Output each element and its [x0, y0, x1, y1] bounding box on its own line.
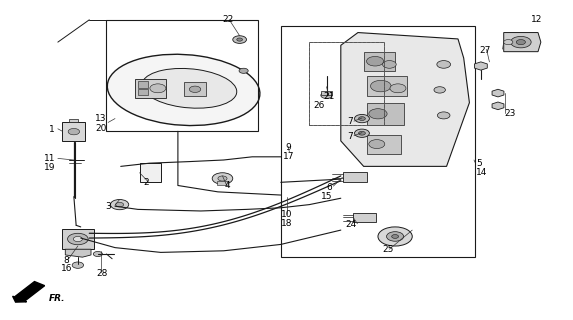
Text: 28: 28 — [97, 268, 108, 278]
Circle shape — [371, 80, 391, 92]
Polygon shape — [492, 89, 504, 97]
Circle shape — [359, 117, 366, 121]
Text: 16: 16 — [61, 264, 72, 273]
Circle shape — [212, 173, 233, 184]
Bar — [309, 42, 384, 125]
Text: 26: 26 — [313, 101, 325, 110]
Circle shape — [367, 56, 384, 66]
Polygon shape — [69, 119, 79, 123]
Polygon shape — [341, 33, 469, 166]
Circle shape — [369, 109, 387, 119]
Circle shape — [359, 131, 366, 135]
Text: 1: 1 — [49, 125, 55, 134]
Bar — [364, 52, 395, 71]
Text: 9: 9 — [285, 143, 291, 152]
Text: 11: 11 — [44, 154, 55, 163]
Circle shape — [511, 36, 531, 48]
Circle shape — [116, 202, 124, 207]
Polygon shape — [65, 249, 91, 257]
Bar — [183, 82, 206, 96]
Text: 17: 17 — [282, 152, 294, 161]
Circle shape — [383, 60, 397, 68]
Text: 21: 21 — [323, 92, 335, 101]
Text: 22: 22 — [222, 15, 234, 24]
Circle shape — [516, 40, 525, 45]
Text: 7: 7 — [347, 132, 353, 141]
Bar — [217, 181, 228, 185]
Text: 13: 13 — [95, 114, 107, 123]
Text: 12: 12 — [531, 15, 543, 24]
Text: 2: 2 — [144, 178, 150, 187]
Text: 19: 19 — [44, 164, 55, 172]
Text: 7: 7 — [347, 117, 353, 126]
Bar — [367, 76, 406, 96]
Circle shape — [68, 233, 88, 245]
Bar — [354, 213, 376, 222]
Circle shape — [437, 112, 450, 119]
Polygon shape — [504, 33, 541, 52]
Bar — [138, 89, 148, 95]
Circle shape — [369, 140, 385, 148]
Text: 24: 24 — [345, 220, 356, 229]
Circle shape — [73, 236, 83, 242]
Bar — [309, 42, 384, 125]
Text: FR.: FR. — [49, 294, 66, 303]
Bar — [140, 163, 162, 182]
Text: 23: 23 — [505, 109, 516, 118]
Circle shape — [72, 262, 84, 268]
Bar — [62, 123, 85, 141]
Circle shape — [93, 252, 103, 257]
Circle shape — [189, 86, 201, 92]
Circle shape — [321, 92, 332, 99]
Bar — [62, 228, 94, 249]
Ellipse shape — [142, 68, 237, 108]
Circle shape — [237, 38, 242, 41]
Polygon shape — [492, 102, 504, 110]
Bar — [321, 91, 332, 95]
Bar — [107, 20, 258, 131]
Circle shape — [434, 87, 445, 93]
Circle shape — [437, 60, 450, 68]
Text: 6: 6 — [327, 183, 332, 192]
Circle shape — [239, 68, 248, 73]
Circle shape — [355, 129, 370, 137]
Text: 8: 8 — [64, 256, 69, 265]
Text: 5: 5 — [476, 159, 482, 168]
Bar — [367, 103, 404, 125]
Bar — [138, 81, 148, 88]
Ellipse shape — [107, 54, 260, 125]
Circle shape — [504, 40, 513, 45]
Bar — [367, 134, 401, 154]
Circle shape — [218, 176, 227, 181]
Circle shape — [378, 227, 412, 246]
Bar — [135, 79, 167, 98]
Circle shape — [150, 84, 166, 93]
Bar — [281, 26, 475, 257]
Text: 15: 15 — [321, 192, 332, 201]
Circle shape — [68, 128, 80, 135]
Circle shape — [392, 235, 399, 238]
Bar — [343, 172, 367, 182]
Text: 3: 3 — [105, 202, 111, 211]
Text: 10: 10 — [281, 210, 292, 219]
Circle shape — [233, 36, 246, 44]
Text: 20: 20 — [95, 124, 107, 132]
FancyArrow shape — [13, 282, 45, 302]
Text: 4: 4 — [225, 181, 230, 190]
Circle shape — [111, 199, 129, 210]
Circle shape — [387, 232, 404, 241]
Circle shape — [390, 84, 406, 93]
Text: 25: 25 — [383, 245, 394, 254]
Text: 27: 27 — [480, 45, 491, 55]
Text: 14: 14 — [476, 168, 488, 177]
Text: 18: 18 — [281, 219, 292, 228]
Polygon shape — [474, 62, 487, 70]
Circle shape — [355, 115, 370, 123]
